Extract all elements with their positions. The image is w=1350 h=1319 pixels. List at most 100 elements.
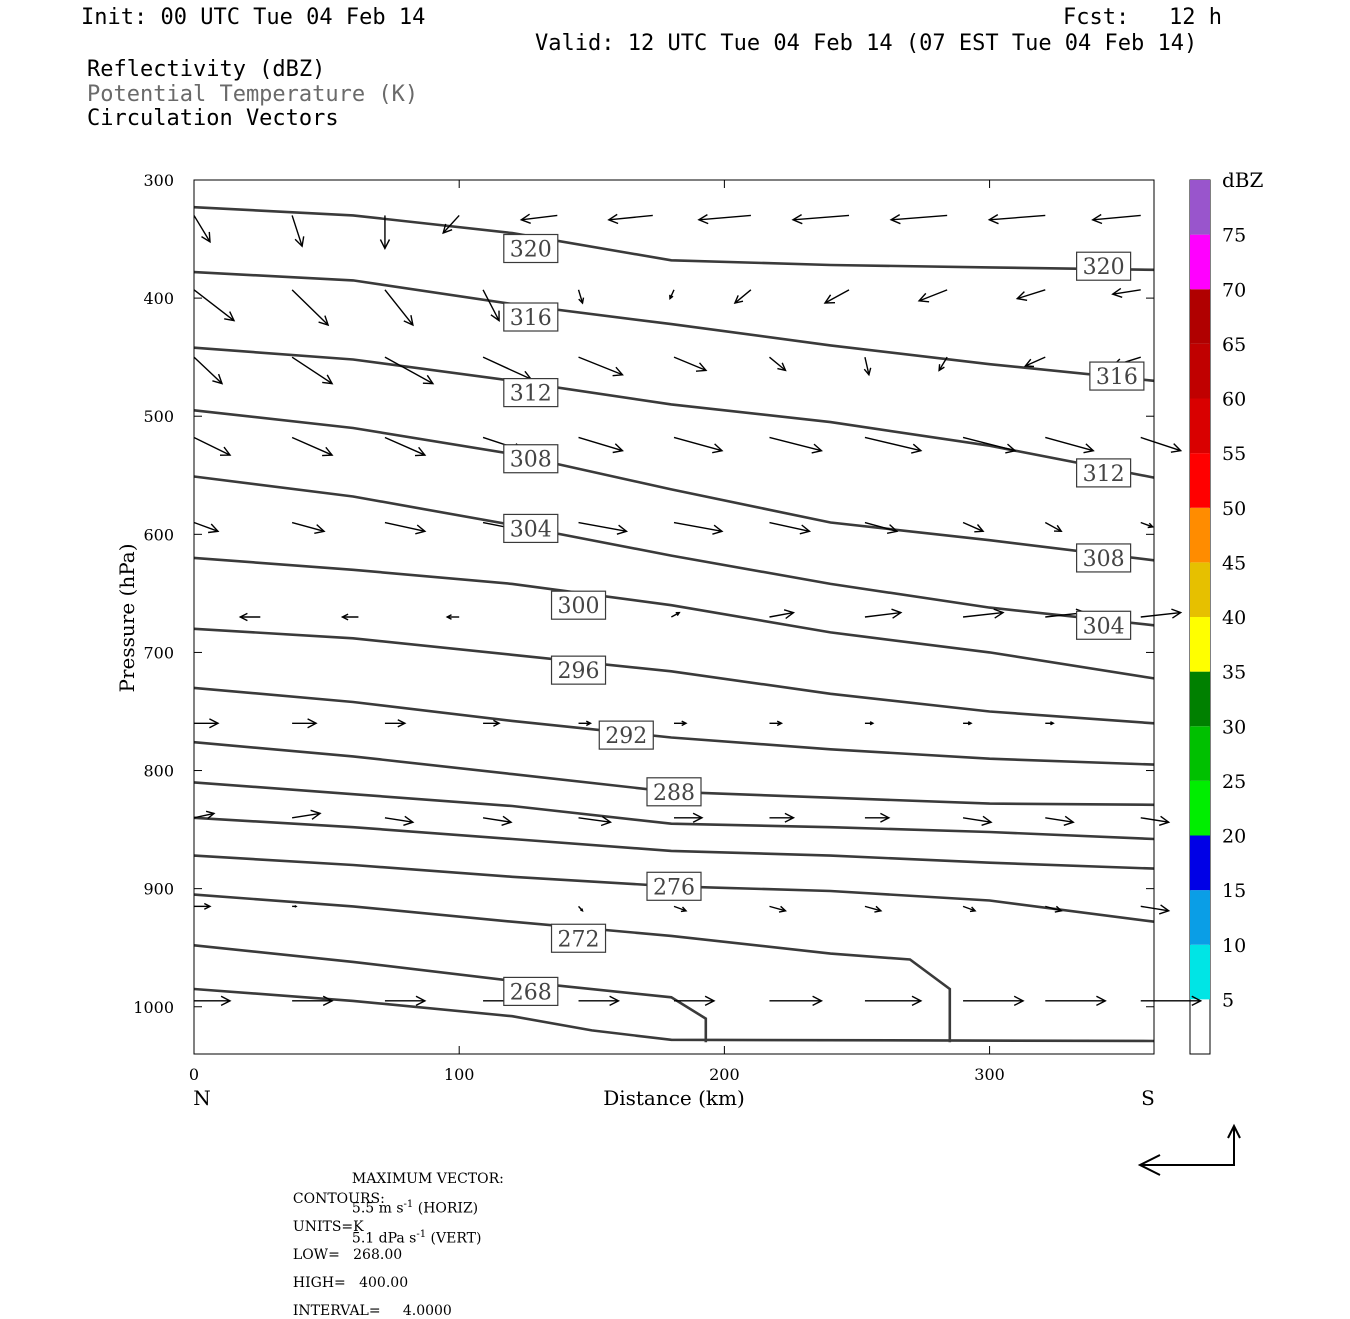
- colorbar-tick-label: 45: [1222, 552, 1246, 574]
- vector-head: [203, 902, 212, 910]
- contour-label-box: [503, 976, 559, 1007]
- vector-head: [712, 443, 724, 454]
- vector-head: [967, 721, 973, 726]
- vector-shaft: [384, 356, 434, 385]
- vector-head: [580, 908, 584, 912]
- vector-shaft: [384, 436, 426, 456]
- vector-shaft: [824, 289, 850, 304]
- contour-label-box: [1076, 610, 1132, 640]
- vector-shaft: [482, 289, 500, 321]
- vector-head: [669, 294, 674, 300]
- vector-head: [681, 720, 688, 727]
- contour-label: 296: [558, 659, 600, 684]
- x-tick-label: 200: [709, 1065, 740, 1084]
- vector-head: [812, 995, 824, 1007]
- vector-head: [1091, 213, 1103, 225]
- y-axis-title: Pressure (hPa): [115, 544, 139, 693]
- colorbar-swatch: [1190, 180, 1210, 235]
- vector-head: [974, 524, 985, 533]
- vector-head: [1063, 815, 1075, 826]
- contour-label: 272: [558, 927, 600, 952]
- vector-shaft: [578, 521, 627, 533]
- field-reflectivity: Reflectivity (dBZ): [87, 57, 326, 82]
- vector-head: [209, 718, 220, 729]
- vector-head: [1023, 358, 1035, 368]
- vector-shaft: [864, 905, 882, 912]
- contour-label-box: [1089, 361, 1145, 391]
- y-tick-label: 1000: [133, 998, 174, 1017]
- contour-label-box: [550, 923, 607, 953]
- vector-head: [340, 613, 349, 621]
- vector-shaft: [989, 214, 1046, 221]
- vector-head: [981, 815, 993, 826]
- contour-label: 304: [510, 517, 552, 542]
- vector-shaft: [577, 289, 584, 304]
- vector-shaft: [1045, 436, 1094, 452]
- vector-shaft: [792, 214, 850, 221]
- y-tick-label: 700: [143, 643, 174, 662]
- contour-line: [193, 556, 1155, 680]
- x-axis-title: Distance (km): [603, 1086, 745, 1110]
- contour-label: 268: [510, 980, 552, 1005]
- contour-line: [193, 205, 1155, 272]
- contour-label: 316: [1096, 365, 1138, 390]
- colorbar-tick-label: 55: [1222, 443, 1246, 465]
- vector-head: [224, 311, 236, 322]
- vector-head: [208, 523, 220, 534]
- y-tick-label: 800: [143, 762, 174, 781]
- colorbar-swatch: [1190, 671, 1210, 727]
- vector-shaft: [864, 611, 902, 618]
- vector-head: [397, 719, 407, 728]
- contour-line: [193, 409, 1155, 562]
- vector-head: [1083, 443, 1095, 454]
- vector-head: [322, 374, 334, 385]
- vector-head: [784, 812, 796, 823]
- vector-head: [891, 608, 903, 619]
- vector-shaft: [1140, 611, 1181, 618]
- theta-contours: [193, 205, 1155, 1043]
- vector-shaft: [1045, 905, 1062, 912]
- contours-line: CONTOURS: UNITS=K LOW= 268.00 HIGH= 400.…: [284, 1178, 452, 1318]
- vector-shaft: [864, 521, 898, 532]
- contour-label: 320: [510, 238, 552, 263]
- colorbar-unit: dBZ: [1222, 168, 1264, 192]
- vector-head: [493, 719, 501, 727]
- contour-label-box: [598, 720, 654, 750]
- vector-head: [733, 295, 744, 304]
- vector-head: [880, 812, 891, 823]
- vector-head: [791, 214, 803, 225]
- circulation-vectors: [193, 213, 1203, 1007]
- vector-head: [938, 364, 945, 372]
- contour-line: [193, 475, 1155, 627]
- vector-shaft: [769, 521, 810, 532]
- vector-head: [712, 524, 724, 535]
- x-tick-label: 0: [189, 1065, 199, 1084]
- colorbar-swatch: [1190, 234, 1210, 290]
- vector-head: [238, 612, 248, 622]
- forecast-hour: Fcst: 12 h: [1063, 5, 1222, 30]
- y-tick-label: 300: [143, 171, 174, 190]
- vector-shaft: [291, 289, 329, 326]
- contour-line: [193, 893, 952, 1043]
- vector-shaft: [578, 356, 623, 376]
- vector-head: [445, 614, 452, 620]
- colorbar-swatch: [1190, 726, 1210, 781]
- colorbar-tick-label: 35: [1222, 662, 1246, 684]
- vector-shaft: [193, 356, 223, 385]
- contours-low: LOW= 268.00: [292, 1247, 403, 1263]
- colorbar-swatch: [1190, 617, 1210, 672]
- colorbar-tick-label: 25: [1222, 771, 1246, 793]
- colorbar-tick-label: 40: [1222, 607, 1246, 629]
- contours-units: UNITS=K: [292, 1219, 364, 1235]
- vector-shaft: [769, 611, 794, 618]
- vector-head: [501, 815, 513, 826]
- contour-label-box: [503, 377, 559, 408]
- vector-head: [704, 995, 716, 1007]
- vector-head: [675, 611, 681, 616]
- vector-shaft: [673, 905, 687, 912]
- colorbar-tick-label: 10: [1222, 935, 1246, 957]
- vector-shaft: [384, 521, 426, 532]
- colorbar-tick-label: 70: [1222, 279, 1246, 301]
- colorbar-swatch: [1190, 507, 1210, 563]
- contour-label: 292: [605, 724, 647, 749]
